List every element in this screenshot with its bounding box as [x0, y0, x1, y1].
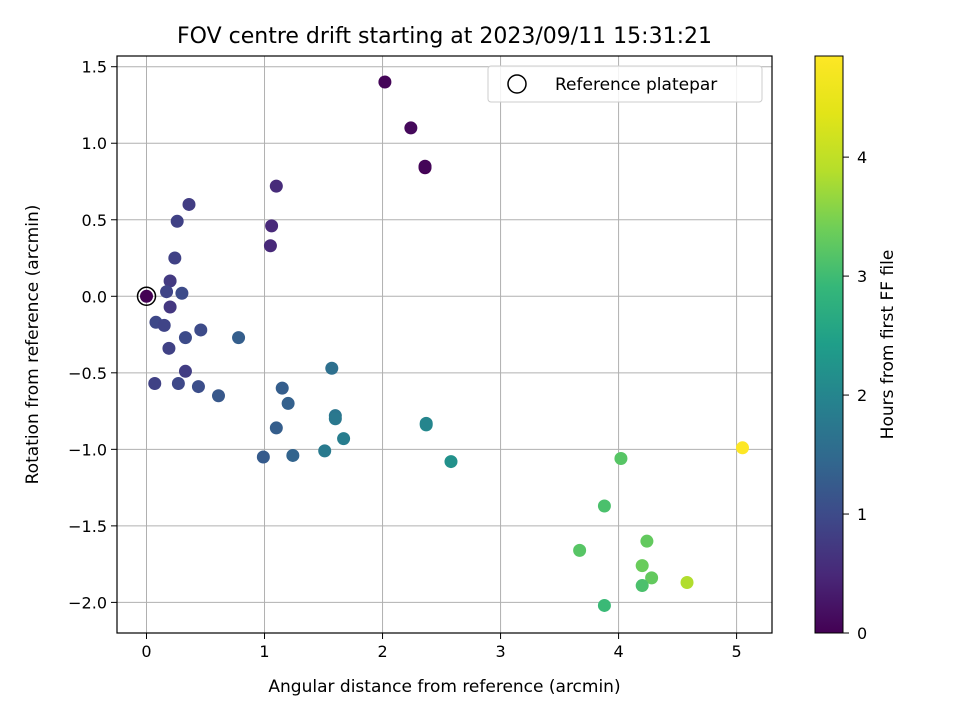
plot-frame	[116, 55, 773, 634]
y-tick-label: 0.5	[82, 211, 107, 230]
legend-label: Reference platepar	[555, 75, 717, 95]
data-point	[444, 455, 458, 469]
y-axis-ticks: 1.5 1.0 0.5 0.0 −0.5 −1.0 −1.5 −2.0	[68, 58, 117, 612]
data-point	[140, 289, 154, 303]
data-point	[175, 286, 189, 300]
data-point	[163, 300, 177, 314]
y-tick-label: 0.0	[82, 287, 107, 306]
data-point	[191, 380, 205, 394]
data-point	[418, 159, 432, 173]
data-point	[232, 331, 246, 345]
data-point	[194, 323, 208, 337]
data-point	[168, 251, 182, 265]
colorbar-label: Hours from first FF file	[878, 250, 898, 440]
data-point	[378, 75, 392, 89]
data-point	[325, 361, 339, 375]
data-point	[645, 571, 659, 585]
x-tick-label: 5	[732, 642, 742, 661]
data-point	[269, 179, 283, 193]
data-point	[337, 432, 351, 446]
legend: Reference platepar	[487, 65, 763, 103]
grid	[117, 56, 772, 633]
data-point	[256, 450, 270, 464]
data-point	[597, 598, 611, 612]
data-point	[735, 441, 749, 455]
colorbar-gradient	[814, 55, 844, 634]
x-tick-label: 4	[613, 642, 623, 661]
data-point	[163, 274, 177, 288]
x-axis-label: Angular distance from reference (arcmin)	[268, 677, 620, 697]
legend-marker-icon	[507, 74, 527, 94]
data-point	[263, 239, 277, 253]
colorbar-tick-label: 0	[857, 624, 867, 643]
reference-marker	[136, 286, 157, 307]
data-point	[318, 444, 332, 458]
data-point	[680, 575, 694, 589]
colorbar-tick-label: 2	[857, 386, 867, 405]
data-point	[171, 377, 185, 391]
reference-point	[136, 286, 157, 307]
data-point	[157, 318, 171, 332]
data-point	[148, 377, 162, 391]
y-tick-label: −1.0	[68, 440, 107, 459]
colorbar-ticks: 0 1 2 3 4	[843, 148, 867, 643]
data-point	[281, 396, 295, 410]
data-point	[635, 579, 649, 593]
colorbar-tick-label: 3	[857, 267, 867, 286]
chart-title: FOV centre drift starting at 2023/09/11 …	[177, 24, 712, 49]
y-tick-label: 1.5	[82, 58, 107, 77]
y-tick-label: −2.0	[68, 593, 107, 612]
data-point	[170, 214, 184, 228]
y-tick-label: −1.5	[68, 517, 107, 536]
x-tick-label: 2	[377, 642, 387, 661]
scatter-points	[140, 75, 749, 612]
data-point	[419, 416, 433, 430]
data-point	[160, 285, 174, 299]
x-tick-label: 1	[259, 642, 269, 661]
data-point	[211, 389, 225, 403]
data-point	[614, 452, 628, 466]
legend-box	[487, 65, 763, 103]
data-point	[178, 364, 192, 378]
y-tick-label: 1.0	[82, 134, 107, 153]
data-point	[265, 219, 279, 233]
data-point	[286, 448, 300, 462]
data-point	[640, 534, 654, 548]
data-point	[597, 499, 611, 513]
x-axis-ticks: 0 1 2 3 4 5	[141, 633, 742, 661]
colorbar-tick-label: 4	[857, 148, 867, 167]
data-point	[275, 381, 289, 395]
x-tick-label: 0	[141, 642, 151, 661]
x-tick-label: 3	[495, 642, 505, 661]
data-point	[573, 543, 587, 557]
data-point	[269, 421, 283, 435]
data-point	[328, 412, 342, 426]
colorbar: 0 1 2 3 4 Hours from first FF file	[814, 55, 898, 643]
data-point	[162, 341, 176, 355]
colorbar-tick-label: 1	[857, 505, 867, 524]
data-point	[635, 559, 649, 573]
data-point	[178, 331, 192, 345]
data-point	[404, 121, 418, 135]
plot-area	[117, 56, 772, 633]
y-tick-label: −0.5	[68, 364, 107, 383]
data-point	[182, 197, 196, 211]
y-axis-label: Rotation from reference (arcmin)	[23, 205, 43, 485]
